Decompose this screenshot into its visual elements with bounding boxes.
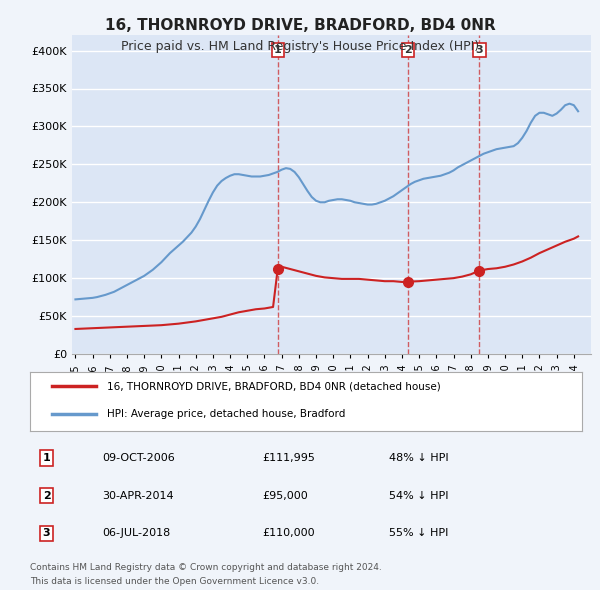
Text: 16, THORNROYD DRIVE, BRADFORD, BD4 0NR: 16, THORNROYD DRIVE, BRADFORD, BD4 0NR	[104, 18, 496, 32]
Text: 55% ↓ HPI: 55% ↓ HPI	[389, 529, 448, 538]
Text: 2: 2	[404, 45, 412, 55]
Text: 16, THORNROYD DRIVE, BRADFORD, BD4 0NR (detached house): 16, THORNROYD DRIVE, BRADFORD, BD4 0NR (…	[107, 382, 441, 391]
Text: Contains HM Land Registry data © Crown copyright and database right 2024.: Contains HM Land Registry data © Crown c…	[30, 563, 382, 572]
Text: 48% ↓ HPI: 48% ↓ HPI	[389, 453, 448, 463]
Text: £111,995: £111,995	[262, 453, 315, 463]
Text: 3: 3	[476, 45, 483, 55]
Text: Price paid vs. HM Land Registry's House Price Index (HPI): Price paid vs. HM Land Registry's House …	[121, 40, 479, 53]
Text: 06-JUL-2018: 06-JUL-2018	[102, 529, 170, 538]
Text: £95,000: £95,000	[262, 491, 308, 500]
Text: 30-APR-2014: 30-APR-2014	[102, 491, 173, 500]
Text: This data is licensed under the Open Government Licence v3.0.: This data is licensed under the Open Gov…	[30, 577, 319, 586]
Text: 3: 3	[43, 529, 50, 538]
Text: 09-OCT-2006: 09-OCT-2006	[102, 453, 175, 463]
Text: 54% ↓ HPI: 54% ↓ HPI	[389, 491, 448, 500]
Text: HPI: Average price, detached house, Bradford: HPI: Average price, detached house, Brad…	[107, 409, 346, 419]
Text: 1: 1	[274, 45, 281, 55]
Text: £110,000: £110,000	[262, 529, 314, 538]
Text: 2: 2	[43, 491, 50, 500]
Text: 1: 1	[43, 453, 50, 463]
